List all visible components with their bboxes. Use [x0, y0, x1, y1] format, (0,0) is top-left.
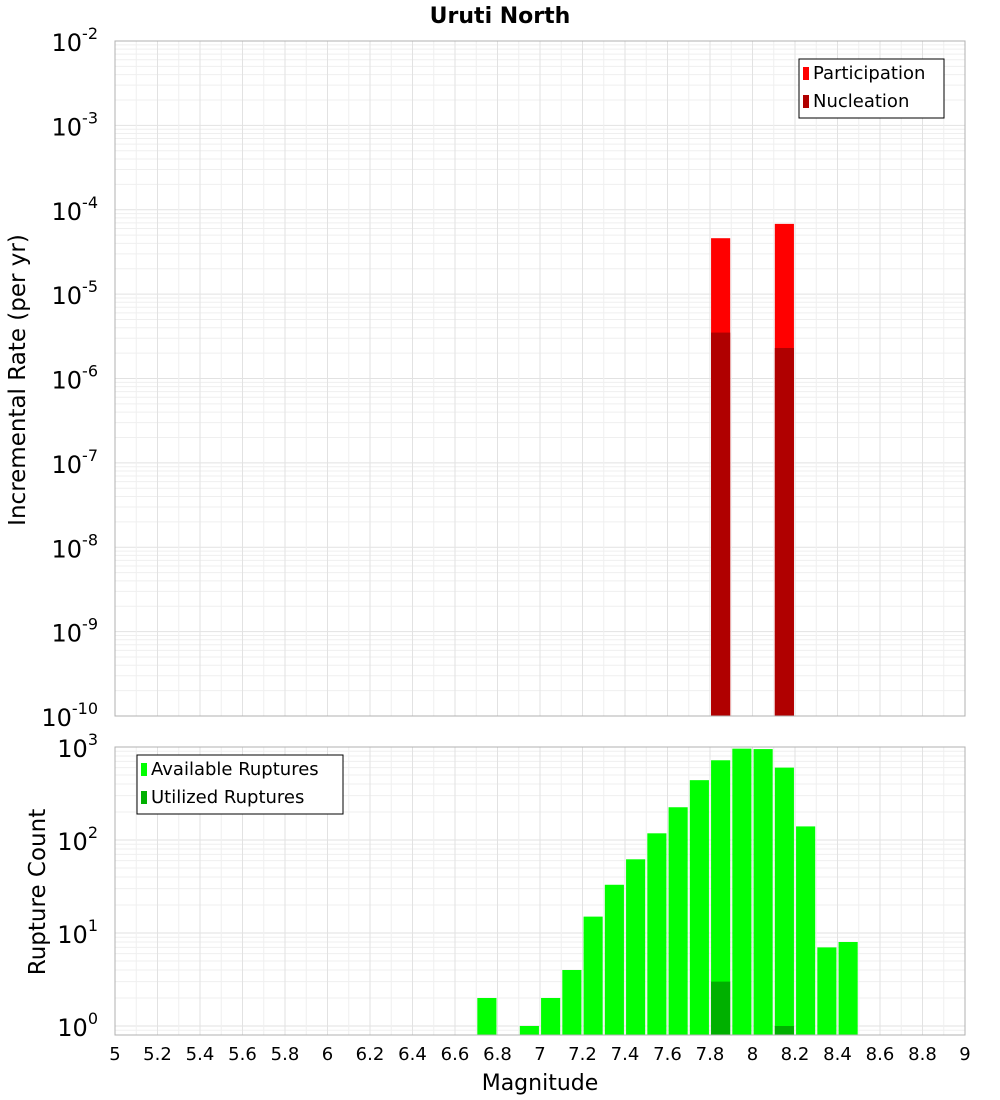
series-available-ruptures	[477, 748, 858, 1035]
plot-frame	[114, 746, 966, 1036]
y-tick-label: 10-8	[52, 530, 99, 563]
y-tick-label: 10-5	[52, 277, 99, 310]
legend-swatch	[803, 95, 809, 108]
bar	[477, 997, 497, 1035]
x-tick-label: 6.6	[441, 1044, 470, 1065]
x-axis-label: Magnitude	[482, 1071, 599, 1096]
x-tick-label: 6	[322, 1044, 333, 1065]
x-tick-label: 5.2	[143, 1044, 172, 1065]
x-tick-label: 8.6	[866, 1044, 895, 1065]
bar	[711, 760, 731, 1035]
x-tick-label: 8.2	[781, 1044, 810, 1065]
x-tick-label: 6.4	[398, 1044, 427, 1065]
bar	[583, 916, 603, 1035]
legend: Participation Nucleation	[798, 58, 945, 119]
x-tick-label: 8.4	[823, 1044, 852, 1065]
bar	[668, 807, 688, 1035]
bar	[838, 942, 858, 1035]
series-nucleation	[711, 332, 794, 716]
plot-frame	[114, 40, 966, 717]
legend-label: Utilized Ruptures	[151, 787, 304, 808]
bar	[774, 1025, 794, 1035]
bar	[711, 332, 731, 716]
bottom-panel: 100 101 102 103 5 5.2 5.4 5.6 5.8 6 6.2 6.4 6.6 6.8 7 7…	[57, 730, 970, 1065]
x-tick-label: 7.4	[611, 1044, 640, 1065]
y-tick-label: 10-9	[52, 615, 99, 648]
grid	[114, 41, 966, 717]
legend-swatch	[141, 791, 147, 804]
top-y-axis-label: Incremental Rate (per yr)	[5, 234, 31, 526]
top-panel: 10-10 10-9 10-8 10-7 10-6 10-5 10-4 10-3 10-2 Par…	[41, 24, 966, 732]
x-tick-label: 7.2	[568, 1044, 597, 1065]
x-tick-label: 6.8	[483, 1044, 512, 1065]
bar	[626, 859, 646, 1035]
bar	[774, 767, 794, 1035]
bar	[647, 833, 667, 1035]
y-tick-label: 10-3	[52, 108, 99, 141]
bar	[541, 997, 561, 1035]
bar	[711, 981, 731, 1035]
bar	[817, 947, 837, 1035]
bar	[562, 969, 582, 1035]
bar	[774, 347, 794, 716]
x-tick-label: 7	[534, 1044, 545, 1065]
y-tick-label: 10-4	[52, 193, 99, 226]
y-tick-label: 10-10	[41, 699, 98, 732]
bar	[796, 826, 816, 1035]
x-tick-label: 7.6	[653, 1044, 682, 1065]
x-tick-label: 6.2	[356, 1044, 385, 1065]
x-tick-label: 5	[109, 1044, 120, 1065]
bottom-y-axis-label: Rupture Count	[25, 809, 51, 975]
chart-title: Uruti North	[430, 4, 571, 29]
x-tick-label: 5.4	[186, 1044, 215, 1065]
y-tick-label: 102	[57, 823, 98, 856]
legend-label: Available Ruptures	[151, 759, 319, 780]
y-tick-label: 100	[57, 1009, 98, 1042]
x-tick-label: 5.8	[271, 1044, 300, 1065]
bar	[689, 780, 709, 1035]
y-tick-label: 101	[57, 916, 98, 949]
legend-box	[136, 754, 344, 815]
x-tick-label: 8	[747, 1044, 758, 1065]
x-tick-label: 5.6	[228, 1044, 257, 1065]
y-tick-label: 10-2	[52, 24, 99, 57]
bar	[519, 1025, 539, 1035]
bar	[604, 884, 624, 1035]
x-tick-label: 8.8	[908, 1044, 937, 1065]
legend: Available Ruptures Utilized Ruptures	[136, 754, 344, 815]
x-tick-label: 7.8	[696, 1044, 725, 1065]
legend-box	[798, 58, 945, 119]
legend-swatch	[803, 67, 809, 80]
legend-label: Participation	[813, 63, 925, 84]
y-tick-label: 103	[57, 730, 98, 763]
bar	[753, 749, 773, 1035]
y-tick-label: 10-6	[52, 362, 99, 395]
legend-swatch	[141, 763, 147, 776]
bar	[732, 748, 752, 1035]
x-tick-label: 9	[959, 1044, 970, 1065]
legend-label: Nucleation	[813, 91, 909, 112]
y-tick-label: 10-7	[52, 446, 99, 479]
series-utilized-ruptures	[711, 981, 794, 1035]
